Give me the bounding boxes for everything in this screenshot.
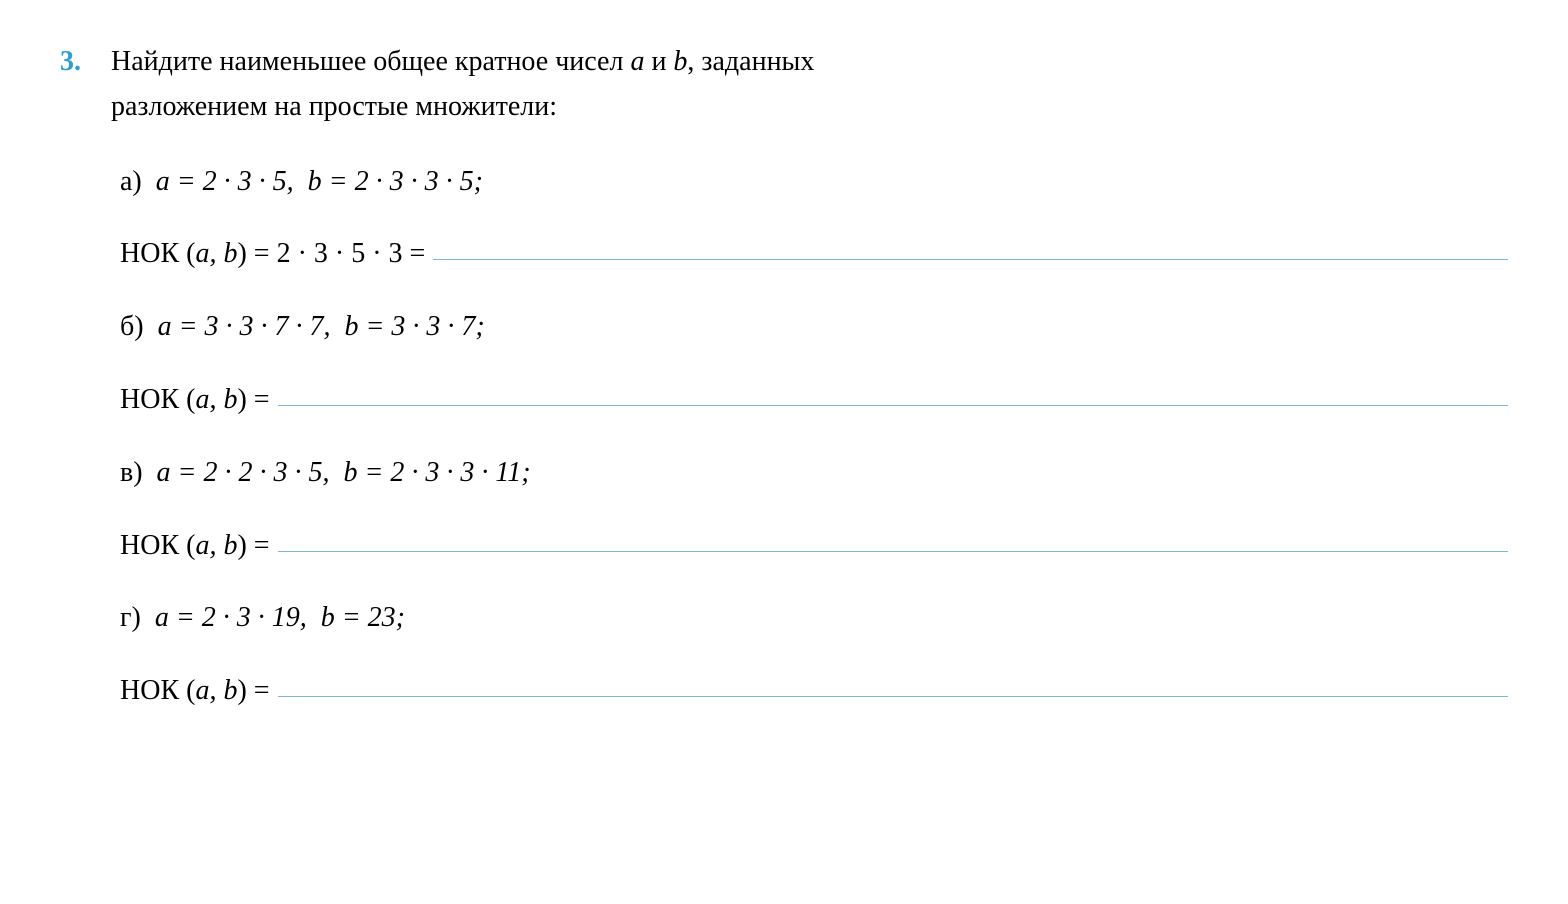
a-expr-0: a = 2 · 3 · 5, (156, 166, 294, 197)
sub-problem-c: в) a = 2 · 2 · 3 · 5, b = 2 · 3 · 3 · 11… (120, 451, 1508, 496)
nok-prefix-2: НОК (a, b) = (120, 524, 270, 569)
problem-text-and: и (644, 46, 673, 77)
sub-label-b: б) (120, 311, 144, 342)
sub-problem-a: а) a = 2 · 3 · 5, b = 2 · 3 · 3 · 5; (120, 160, 1508, 205)
underline-a (433, 231, 1508, 260)
nok-prefix-0: НОК (a, b) = 2 · 3 · 5 · 3 = (120, 232, 425, 277)
sub-label-c: в) (120, 457, 143, 488)
b-expr-3: b = 23; (321, 602, 405, 633)
nok-prefix-3: НОК (a, b) = (120, 669, 270, 714)
a-expr-3: a = 2 · 3 · 19, (155, 602, 307, 633)
b-expr-2: b = 2 · 3 · 3 · 11; (343, 457, 530, 488)
nok-prefix-1: НОК (a, b) = (120, 378, 270, 423)
var-b: b (673, 46, 687, 77)
problem-container: 3. Найдите наименьшее общее кратное чисе… (60, 40, 1508, 714)
sub-problem-b: б) a = 3 · 3 · 7 · 7, b = 3 · 3 · 7; (120, 305, 1508, 350)
answer-line-a: НОК (a, b) = 2 · 3 · 5 · 3 = (120, 232, 1508, 277)
sub-label-d: г) (120, 602, 141, 633)
problem-text: Найдите наименьшее общее кратное чисел a… (111, 40, 1508, 130)
answer-line-b: НОК (a, b) = (120, 378, 1508, 423)
underline-b (278, 377, 1508, 406)
sub-label-a: а) (120, 166, 142, 197)
sub-problem-d: г) a = 2 · 3 · 19, b = 23; (120, 596, 1508, 641)
b-expr-0: b = 2 · 3 · 3 · 5; (308, 166, 483, 197)
answer-line-d: НОК (a, b) = (120, 669, 1508, 714)
underline-c (278, 523, 1508, 552)
a-expr-2: a = 2 · 2 · 3 · 5, (157, 457, 330, 488)
var-a: a (630, 46, 644, 77)
problem-text-line2: разложением на простые множители: (111, 91, 557, 122)
a-expr-1: a = 3 · 3 · 7 · 7, (158, 311, 331, 342)
b-expr-1: b = 3 · 3 · 7; (344, 311, 484, 342)
problem-number: 3. (60, 40, 81, 85)
underline-d (278, 668, 1508, 697)
problem-header: 3. Найдите наименьшее общее кратное чисе… (60, 40, 1508, 130)
answer-line-c: НОК (a, b) = (120, 524, 1508, 569)
problem-text-end: , заданных (687, 46, 814, 77)
problem-text-part1: Найдите наименьшее общее кратное чисел (111, 46, 630, 77)
